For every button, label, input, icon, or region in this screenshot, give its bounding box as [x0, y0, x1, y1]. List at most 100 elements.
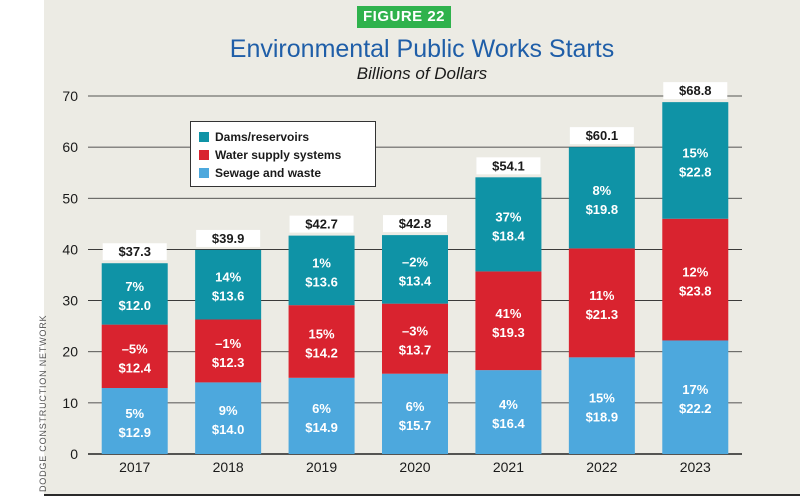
y-tick-label: 70 [62, 88, 78, 104]
segment-value-label: $12.9 [118, 425, 151, 440]
y-tick-label: 20 [62, 344, 78, 360]
segment-pct-label: 8% [592, 183, 611, 198]
legend-label-sewage: Sewage and waste [215, 166, 322, 180]
segment-pct-label: –5% [122, 341, 148, 356]
total-label-bg [289, 215, 354, 233]
bar-sewage [288, 377, 355, 454]
bar-water [101, 324, 168, 389]
legend-item-dams: Dams/reservoirs [199, 128, 367, 146]
segment-value-label: $13.4 [399, 273, 432, 288]
segment-value-label: $12.4 [118, 360, 151, 375]
segment-value-label: $15.7 [399, 418, 432, 433]
segment-pct-label: 4% [499, 397, 518, 412]
segment-pct-label: 17% [682, 382, 708, 397]
bar-sewage [475, 370, 542, 454]
bar-dams [568, 147, 635, 249]
x-tick-label: 2021 [493, 459, 524, 475]
legend: Dams/reservoirs Water supply systems Sew… [190, 121, 376, 187]
total-label: $68.8 [679, 83, 712, 98]
chart-title: Environmental Public Works Starts [229, 35, 615, 63]
bottom-rule [44, 494, 800, 496]
segment-pct-label: –3% [402, 324, 428, 339]
bar-dams [475, 177, 542, 272]
bar-water [475, 271, 542, 371]
total-label-bg [102, 243, 167, 261]
bar-water [568, 248, 635, 358]
bar-water [382, 303, 448, 374]
total-label-bg [383, 215, 447, 233]
segment-value-label: $19.8 [586, 202, 619, 217]
total-label-bg [663, 82, 728, 100]
segment-value-label: $18.9 [586, 410, 619, 425]
bar-water [195, 319, 262, 383]
segment-pct-label: 12% [682, 265, 708, 280]
segment-value-label: $14.9 [305, 420, 338, 435]
bar-sewage [568, 357, 635, 454]
segment-value-label: $13.6 [305, 274, 338, 289]
x-tick-label: 2017 [119, 459, 150, 475]
bar-water [288, 305, 355, 378]
segment-value-label: $22.2 [679, 401, 712, 416]
legend-label-dams: Dams/reservoirs [215, 130, 310, 144]
chart-subtitle: Billions of Dollars [356, 64, 488, 83]
y-tick-label: 40 [62, 241, 78, 257]
total-label: $37.3 [118, 244, 151, 259]
y-tick-label: 0 [70, 446, 78, 462]
total-label: $54.1 [492, 158, 525, 173]
x-tick-label: 2018 [213, 459, 244, 475]
segment-value-label: $12.3 [212, 355, 245, 370]
y-axis-ticks: 0 10 20 30 40 50 60 70 [62, 88, 78, 462]
segment-pct-label: 14% [215, 270, 241, 285]
segment-pct-label: 6% [406, 399, 425, 414]
segment-pct-label: –2% [402, 254, 428, 269]
legend-swatch-dams [199, 132, 209, 142]
segment-pct-label: 7% [125, 279, 144, 294]
bar-sewage [101, 388, 168, 454]
segment-value-label: $18.4 [492, 228, 525, 243]
legend-label-water: Water supply systems [215, 148, 342, 162]
x-tick-label: 2022 [586, 459, 617, 475]
total-label: $42.8 [399, 216, 432, 231]
bar-dams [382, 235, 448, 304]
segment-pct-label: 15% [682, 145, 708, 160]
segment-value-label: $14.0 [212, 422, 245, 437]
bar-dams [195, 249, 262, 320]
figure-badge: FIGURE 22 [357, 6, 451, 28]
legend-swatch-sewage [199, 168, 209, 178]
total-label-bg [569, 127, 634, 145]
bar-sewage [382, 373, 448, 454]
segment-value-label: $23.8 [679, 284, 712, 299]
bar-sewage [195, 382, 262, 454]
segment-value-label: $14.2 [305, 345, 338, 360]
y-tick-label: 10 [62, 395, 78, 411]
segment-value-label: $13.7 [399, 343, 432, 358]
x-tick-label: 2019 [306, 459, 337, 475]
bar-dams [288, 235, 355, 306]
segment-value-label: $13.6 [212, 289, 245, 304]
bars: 5% $12.9 –5% $12.4 7% $12.0 $37.3 9% $14.0 –1% $12… [101, 82, 729, 454]
y-tick-label: 50 [62, 190, 78, 206]
x-tick-label: 2020 [399, 459, 430, 475]
segment-value-label: $22.8 [679, 164, 712, 179]
y-tick-label: 60 [62, 139, 78, 155]
bar-water [662, 218, 729, 341]
segment-pct-label: 11% [589, 288, 615, 303]
segment-pct-label: 37% [495, 209, 521, 224]
bar-dams [101, 263, 168, 325]
segment-pct-label: 15% [589, 391, 615, 406]
segment-value-label: $16.4 [492, 416, 525, 431]
segment-pct-label: 9% [219, 403, 238, 418]
total-label-bg [476, 157, 541, 175]
x-tick-label: 2023 [680, 459, 711, 475]
x-axis-ticks: 2017 2018 2019 2020 2021 2022 2023 [119, 459, 711, 475]
segment-value-label: $19.3 [492, 325, 525, 340]
total-label: $42.7 [305, 217, 338, 232]
segment-pct-label: 41% [495, 306, 521, 321]
segment-value-label: $12.0 [118, 298, 151, 313]
bar-sewage [662, 340, 729, 454]
segment-pct-label: 5% [125, 406, 144, 421]
segment-pct-label: 1% [312, 255, 331, 270]
legend-item-water: Water supply systems [199, 146, 367, 164]
segment-pct-label: 15% [309, 326, 335, 341]
